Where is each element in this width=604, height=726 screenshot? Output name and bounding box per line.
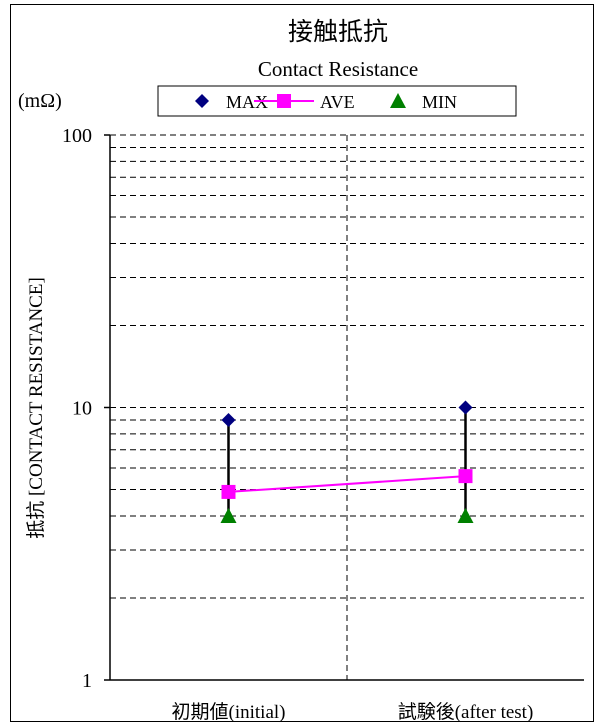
legend-label-min: MIN	[422, 92, 457, 112]
y-tick-label: 100	[62, 125, 92, 147]
x-tick-label: 初期値(initial)	[172, 701, 286, 723]
chart-subtitle: Contact Resistance	[258, 57, 418, 81]
x-tick-label: 試験後(after test)	[398, 701, 534, 723]
data-point-max	[221, 412, 236, 427]
chart-title: 接触抵抗	[288, 17, 388, 46]
legend: MAX AVE MIN	[157, 85, 517, 117]
data-point-max	[458, 400, 473, 415]
chart-frame	[10, 4, 594, 722]
data-point-min	[457, 507, 474, 523]
y-axis-label: 抵抗 [CONTACT RESISTANCE]	[25, 277, 47, 539]
legend-marker-min	[390, 93, 406, 108]
data-point-ave	[458, 469, 473, 484]
legend-label-ave: AVE	[320, 92, 355, 112]
legend-box	[157, 85, 517, 117]
y-tick-label: 10	[72, 398, 92, 420]
plot-area: 1 10 100 初期値(initial) 試験後(after test)	[62, 125, 584, 723]
data-point-min	[220, 507, 237, 523]
data-point-ave	[221, 484, 236, 499]
legend-marker-ave	[277, 94, 291, 108]
legend-marker-max	[195, 94, 209, 108]
y-unit-label: (mΩ)	[18, 90, 62, 112]
legend-label-max: MAX	[226, 92, 268, 112]
series-line-ave	[228, 475, 466, 493]
y-tick-label: 1	[82, 670, 92, 692]
